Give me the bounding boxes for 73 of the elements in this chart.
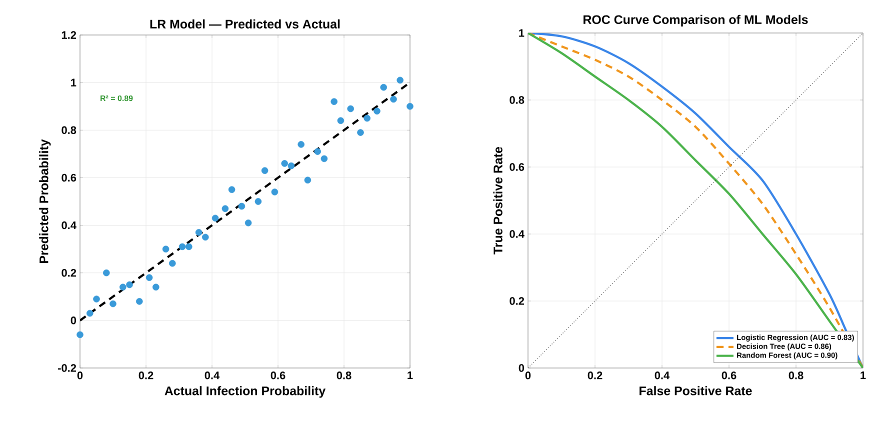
point <box>261 167 268 174</box>
line-series <box>528 32 864 368</box>
point <box>120 284 126 291</box>
point <box>202 234 209 241</box>
x-tick-label: 0.8 <box>336 372 352 380</box>
point <box>380 84 388 91</box>
point <box>169 260 176 267</box>
point <box>374 108 380 115</box>
point <box>103 269 110 276</box>
point <box>281 160 288 167</box>
y-tick-label: 0.8 <box>62 126 76 134</box>
point <box>390 96 397 103</box>
point <box>86 310 94 317</box>
y-tick-label: 0 <box>70 316 76 324</box>
point <box>152 284 160 291</box>
point <box>146 274 153 282</box>
x-tick-label: 0 <box>77 372 83 380</box>
y-tick-label: 0.4 <box>510 230 524 238</box>
y-tick-label: 1 <box>71 78 76 86</box>
y-tick-label: 1.2 <box>62 31 76 39</box>
x-tick-label: 0.8 <box>788 372 804 380</box>
point <box>222 205 229 212</box>
x-tick-label: 1 <box>860 372 866 380</box>
point <box>136 298 143 305</box>
y-tick-label: 0.6 <box>510 163 524 171</box>
x-tick-label: 0.6 <box>270 372 286 380</box>
point <box>406 102 414 110</box>
y-tick-label: 0.4 <box>62 221 76 230</box>
x-axis-title: Actual Infection Probability <box>164 386 326 398</box>
point <box>271 188 278 196</box>
point <box>357 129 364 136</box>
point <box>396 76 404 84</box>
point <box>178 243 186 250</box>
point <box>238 202 246 210</box>
point <box>186 243 192 250</box>
point <box>347 105 354 112</box>
y-tick-label: -0.2 <box>58 364 76 372</box>
point <box>330 98 338 105</box>
chart-title: ROC Curve Comparison of ML Models <box>584 14 808 26</box>
point <box>228 186 236 194</box>
chart-title: LR Model — Predicted vs Actual <box>150 19 340 28</box>
y-tick-label: 0.2 <box>62 268 76 277</box>
x-tick-label: 0.4 <box>204 372 220 380</box>
y-tick-label: 0 <box>518 364 524 372</box>
point <box>314 148 321 155</box>
y-axis-title: True Positive Rate <box>493 146 502 254</box>
y-tick-label: 0.8 <box>510 96 524 104</box>
x-axis-title: False Positive Rate <box>640 386 752 396</box>
x-tick-label: 1 <box>408 372 413 380</box>
point <box>298 141 304 148</box>
y-tick-label: 0.6 <box>62 174 76 182</box>
x-tick-label: 0.4 <box>654 372 670 380</box>
point <box>93 296 100 302</box>
point <box>320 155 328 162</box>
point <box>76 331 84 338</box>
point <box>288 162 295 170</box>
x-tick-label: 0.6 <box>722 372 736 380</box>
y-tick-label: 0.2 <box>510 297 524 305</box>
point <box>110 300 116 308</box>
y-tick-label: 1 <box>519 29 524 37</box>
point <box>244 220 252 226</box>
point <box>254 198 262 205</box>
point <box>126 281 133 288</box>
point <box>337 117 344 124</box>
point <box>212 214 219 222</box>
point <box>195 229 202 236</box>
x-tick-label: 0.2 <box>138 372 154 380</box>
x-tick-label: 0.2 <box>588 372 602 380</box>
x-tick-label: 0 <box>525 372 531 380</box>
point <box>364 114 370 122</box>
point <box>304 176 312 184</box>
y-axis-title: Predicted Probability <box>39 139 51 263</box>
point <box>162 246 170 252</box>
